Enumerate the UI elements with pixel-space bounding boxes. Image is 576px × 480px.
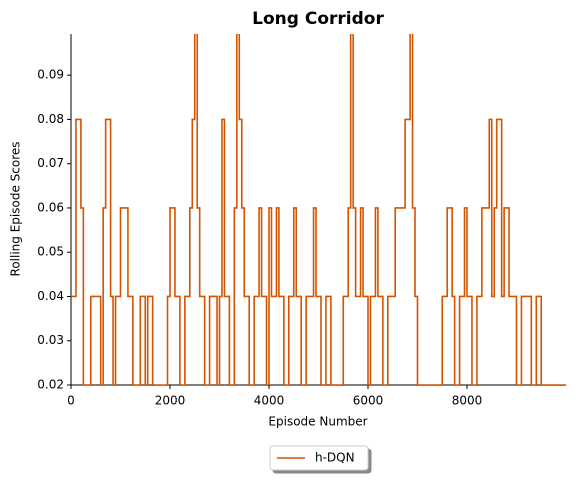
chart-title: Long Corridor <box>252 9 384 29</box>
legend-box <box>269 445 369 471</box>
x-tick-label: 6000 <box>353 394 384 408</box>
y-tick-label: 0.09 <box>37 68 64 82</box>
y-tick-label: 0.02 <box>37 378 64 392</box>
x-tick-label: 8000 <box>452 394 483 408</box>
x-tick-label: 0 <box>67 394 75 408</box>
y-tick-label: 0.06 <box>37 200 64 214</box>
legend-label: h-DQN <box>315 451 355 465</box>
y-axis-label: Rolling Episode Scores <box>9 142 23 277</box>
x-tick-label: 4000 <box>254 394 285 408</box>
y-tick-label: 0.05 <box>37 245 64 259</box>
y-tick-label: 0.04 <box>37 289 64 303</box>
y-tick-label: 0.07 <box>37 156 64 170</box>
legend: h-DQN <box>269 445 369 471</box>
line-series <box>71 34 566 385</box>
x-tick-label: 2000 <box>155 394 186 408</box>
y-tick-label: 0.03 <box>37 333 64 347</box>
x-axis-label: Episode Number <box>268 415 367 429</box>
y-tick-label: 0.08 <box>37 112 64 126</box>
